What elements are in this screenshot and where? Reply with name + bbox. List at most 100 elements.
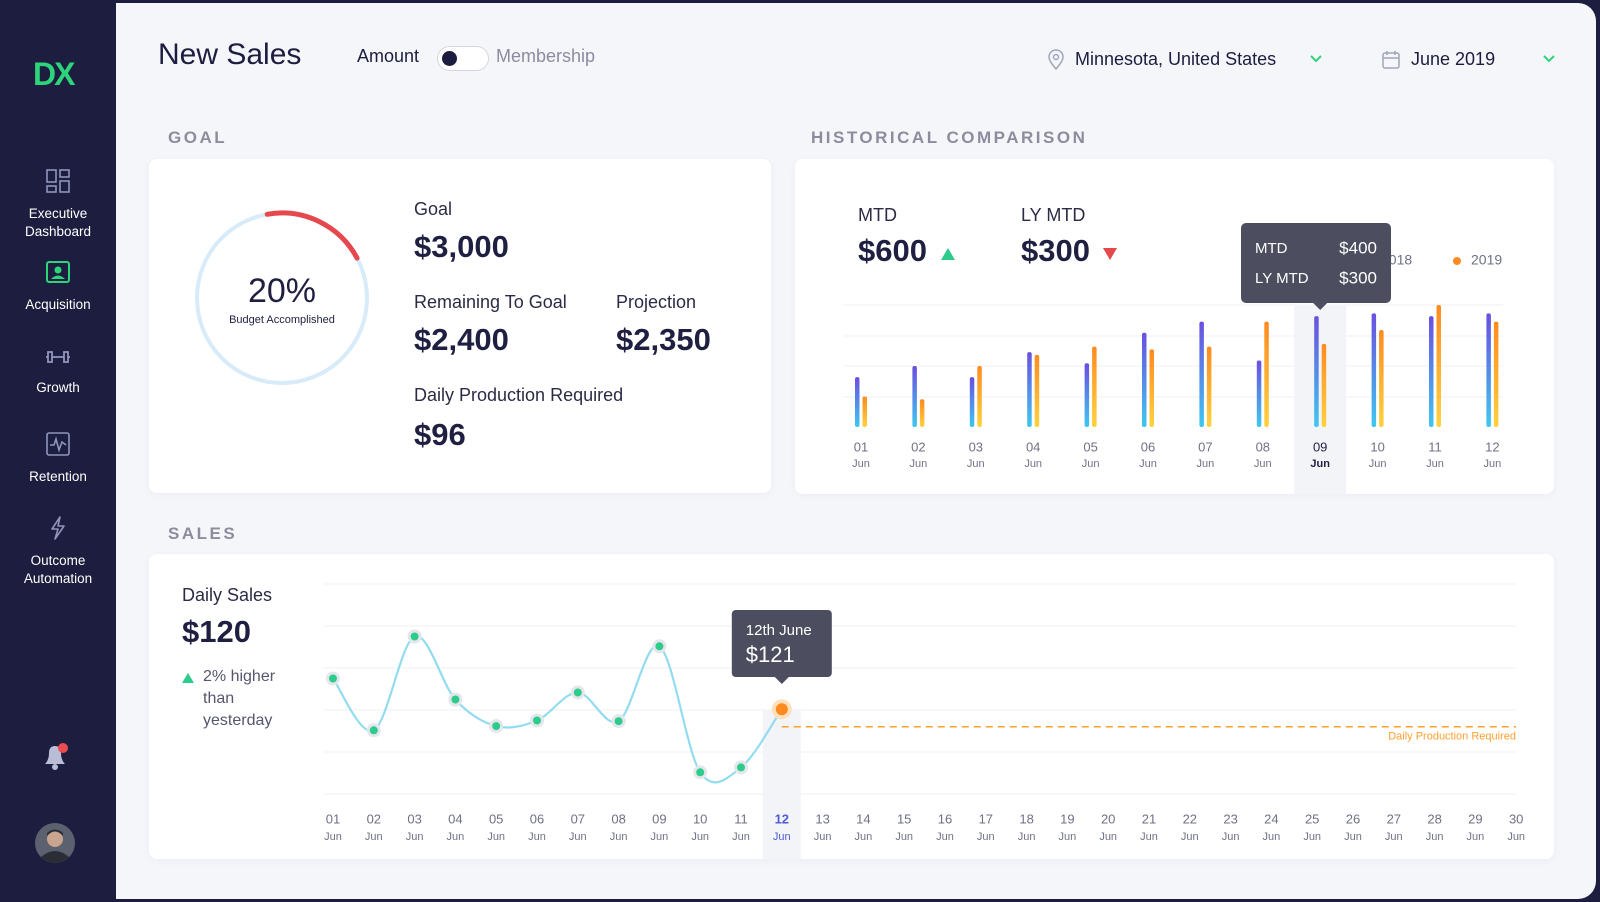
nav-icon (51, 516, 65, 540)
x-tick-sublabel: Jun (1222, 831, 1240, 843)
x-tick-label: 08 (1256, 439, 1270, 454)
stat-value: $2,350 (616, 322, 711, 357)
bar (1436, 305, 1441, 427)
x-tick-sublabel: Jun (1059, 831, 1077, 843)
x-tick-sublabel: Jun (1303, 831, 1321, 843)
avatar[interactable] (35, 823, 75, 863)
x-tick-label: 01 (854, 439, 868, 454)
nav-item[interactable]: Outcome Automation (0, 515, 116, 588)
nav-item[interactable]: Acquisition (0, 259, 116, 314)
x-tick-label: 18 (1019, 811, 1033, 826)
nav-item[interactable]: Growth (0, 346, 116, 397)
nav-item[interactable]: Executive Dashboard (0, 168, 116, 241)
x-tick-label: 06 (530, 811, 544, 826)
x-tick-label: 21 (1142, 811, 1156, 826)
x-tick-sublabel: Jun (1139, 458, 1157, 470)
x-tick-label: 03 (407, 811, 421, 826)
bar (1264, 321, 1269, 427)
period-select[interactable]: June 2019 (1411, 49, 1496, 69)
stat-value: $600 (858, 233, 927, 268)
toggle-switch[interactable] (437, 46, 489, 71)
bar (1142, 332, 1147, 427)
x-tick-sublabel: Jun (487, 831, 505, 843)
legend-label: 2019 (1471, 252, 1502, 268)
point (451, 695, 460, 704)
legend-dot (1453, 257, 1461, 265)
bar (862, 396, 867, 427)
nav-icon (46, 261, 70, 283)
bar (1379, 329, 1384, 427)
point (533, 716, 541, 725)
location-select[interactable]: Minnesota, United States (1075, 49, 1277, 69)
x-tick-sublabel: Jun (1344, 831, 1362, 843)
stat-value: $300 (1021, 233, 1090, 268)
tooltip-pointer (1313, 303, 1328, 310)
notification-bell[interactable] (40, 740, 72, 774)
x-tick-label: 20 (1101, 811, 1115, 826)
bar (1256, 360, 1262, 427)
bar (919, 399, 925, 427)
x-tick-sublabel: Jun (1140, 831, 1158, 843)
x-tick-sublabel: Jun (610, 831, 628, 843)
x-tick-sublabel: Jun (528, 831, 546, 843)
stat-value: $3,000 (414, 229, 509, 264)
x-tick-sublabel: Jun (773, 831, 791, 843)
point (410, 632, 419, 641)
bar (1092, 346, 1097, 427)
x-tick-sublabel: Jun (1426, 458, 1444, 470)
x-tick-sublabel: Jun (406, 831, 424, 843)
x-tick-label: 12 (775, 811, 789, 826)
tooltip-value: $300 (1339, 268, 1377, 287)
point (737, 763, 745, 772)
point (573, 688, 582, 697)
x-tick-label: 03 (969, 439, 983, 454)
x-tick-label: 17 (979, 811, 993, 826)
x-tick-sublabel: Jun (447, 831, 465, 843)
x-tick-label: 05 (1083, 439, 1097, 454)
logo: DX (33, 56, 75, 92)
point (369, 726, 378, 735)
nav-label: Retention (29, 469, 87, 484)
stat-label: Daily Production Required (414, 385, 624, 405)
stat-label: Daily Sales (182, 585, 273, 605)
x-tick-label: 08 (611, 811, 625, 826)
bar (1486, 313, 1491, 427)
x-tick-sublabel: Jun (1310, 458, 1330, 470)
tooltip-box (731, 610, 832, 677)
x-tick-label: 14 (856, 811, 870, 826)
stat-value: $2,400 (414, 322, 509, 357)
gauge-arc (264, 210, 360, 261)
x-tick-label: 11 (734, 811, 748, 826)
bar (1371, 313, 1377, 427)
x-tick-label: 30 (1509, 811, 1523, 826)
x-tick-label: 05 (489, 811, 503, 826)
chevron[interactable] (1309, 54, 1323, 64)
x-tick-sublabel: Jun (1467, 831, 1485, 843)
stat-label: Remaining To Goal (414, 292, 567, 312)
x-tick-sublabel: Jun (732, 831, 750, 843)
chevron[interactable] (1542, 54, 1556, 64)
x-tick-label: 27 (1387, 811, 1401, 826)
reference-label: Daily Production Required (1388, 731, 1516, 743)
tooltip-pointer (774, 677, 789, 684)
point (696, 768, 705, 777)
x-tick-label: 23 (1223, 811, 1237, 826)
grid (323, 583, 1516, 795)
down-arrow (1103, 248, 1117, 260)
page-title: New Sales (158, 38, 302, 71)
tooltip-label: MTD (1255, 240, 1288, 257)
gauge-label: 20% (248, 272, 316, 310)
bar (912, 366, 917, 427)
x-tick-sublabel: Jun (1507, 831, 1525, 843)
stat-value: $120 (182, 614, 251, 649)
x-tick-sublabel: Jun (1254, 458, 1272, 470)
x-tick-sublabel: Jun (324, 831, 342, 843)
nav-item[interactable]: Retention (0, 431, 116, 486)
toggle-right-label: Membership (496, 46, 596, 66)
bar (1429, 316, 1434, 427)
stat-label: LY MTD (1021, 205, 1086, 225)
x-tick-sublabel: Jun (365, 831, 383, 843)
x-tick-label: 11 (1428, 439, 1442, 454)
x-tick-label: 26 (1346, 811, 1360, 826)
line-chart: Daily Production Required 01 Jun 02 Jun 03 Jun… (323, 583, 1525, 859)
